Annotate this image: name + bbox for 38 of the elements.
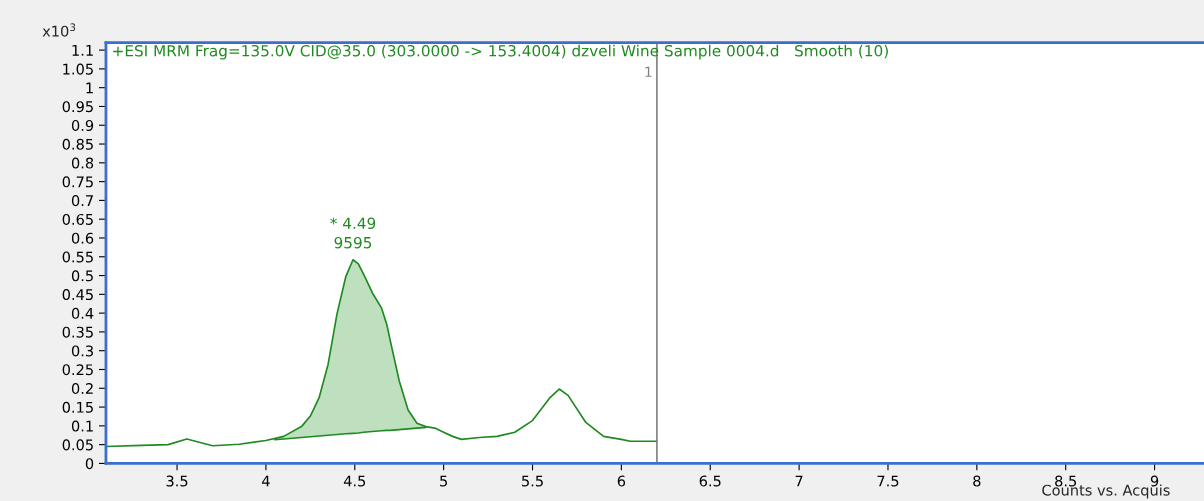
y-tick-label: 1.1 <box>72 45 93 56</box>
y-tick-label: 0.35 <box>62 326 93 338</box>
x-tick-label: 5.5 <box>522 475 543 487</box>
x-tick-label: 4.5 <box>343 475 366 487</box>
chart-title: +ESI MRM Frag=135.0V CID@35.0 (303.0000 -> 153.4004) dzveli Wine Sample 0004.d Smooth (10) <box>113 44 888 60</box>
y-tick-label: 0.7 <box>71 195 93 207</box>
y-tick-label: 0.15 <box>62 401 93 413</box>
x-tick-label: 3.5 <box>166 475 188 487</box>
x-tick-label: 7.5 <box>877 475 899 487</box>
x-tick-label: 5 <box>440 475 448 487</box>
x-tick-label: 7 <box>795 475 803 487</box>
x-tick-label: 4 <box>261 475 270 487</box>
y-tick-label: 0.55 <box>62 251 93 263</box>
y-tick-label: 0.5 <box>71 270 93 282</box>
y-tick-label: 0.65 <box>62 213 93 225</box>
annotation: 9595 <box>334 236 372 249</box>
x-tick-label: 8 <box>973 475 981 487</box>
y-axis-title: x10$^{3}$ <box>42 23 76 37</box>
y-tick-label: 0.8 <box>71 157 94 169</box>
y-tick-label: 0.85 <box>62 138 93 150</box>
annotation: 1 <box>645 66 652 77</box>
y-tick-label: 0.05 <box>62 439 93 451</box>
y-tick-label: 0.25 <box>62 364 93 376</box>
y-tick-label: 0.9 <box>71 119 94 131</box>
y-tick-label: 0.3 <box>71 345 93 357</box>
x-tick-label: 6 <box>617 475 626 487</box>
x-tick-label: 6.5 <box>699 475 721 487</box>
y-tick-label: 0.95 <box>62 101 93 113</box>
y-tick-label: 1.05 <box>63 63 93 75</box>
y-tick-label: 0.2 <box>71 382 93 395</box>
y-tick-label: 0.6 <box>71 232 94 244</box>
y-tick-label: 0.75 <box>62 176 93 188</box>
y-tick-label: 1 <box>86 82 93 94</box>
y-tick-label: 0.45 <box>62 289 93 301</box>
annotation: * 4.49 <box>330 217 376 230</box>
y-tick-label: 0 <box>85 458 94 470</box>
y-tick-label: 0.1 <box>71 420 93 432</box>
y-tick-label: 0.4 <box>71 307 94 319</box>
